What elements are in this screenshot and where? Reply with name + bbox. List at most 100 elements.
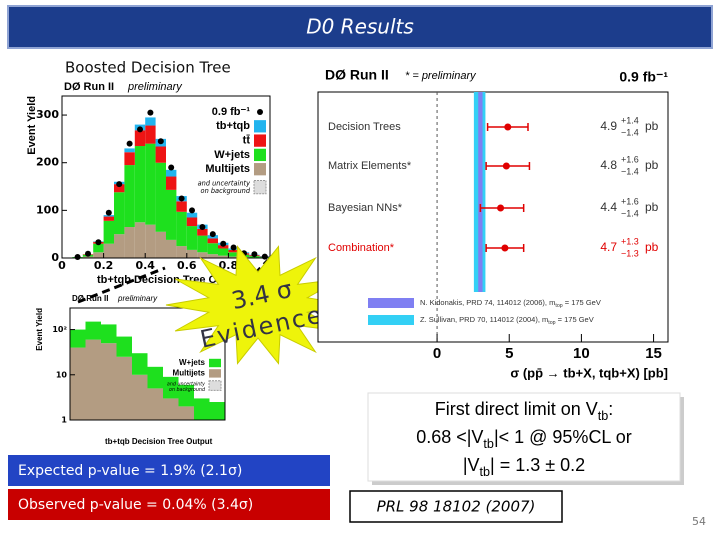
error-minus-label: −1.4 (621, 166, 639, 176)
y-tick-label: 100 (36, 203, 59, 216)
point (504, 123, 512, 131)
subtitle: Boosted Decision Tree (65, 59, 231, 77)
theory-band (478, 92, 483, 292)
hist-bar (166, 189, 177, 240)
text-segment: = 175 GeV (563, 298, 601, 307)
hist-bar (209, 402, 225, 420)
value-label: 4.4 (600, 200, 617, 214)
forest-lumi: 0.9 fb⁻¹ (619, 69, 668, 85)
data-point (178, 195, 185, 202)
vtb-line: 0.68 <|Vtb|< 1 @ 95%CL or (416, 427, 632, 452)
value-label: 4.7 (600, 240, 617, 254)
data-point (74, 254, 81, 261)
text-segment: tb (483, 437, 494, 451)
hist-bar (186, 217, 198, 227)
legend-label: W+jets (179, 358, 206, 367)
row-label: Decision Trees (328, 121, 401, 133)
hist-bar (116, 356, 132, 420)
x-tick-label: 0 (433, 345, 441, 362)
vtb-text: First direct limit on Vtb:0.68 <|Vtb|< 1… (416, 399, 632, 480)
plot-border (69, 307, 226, 421)
text-segment: = 175 GeV (556, 315, 594, 324)
data-point (85, 250, 91, 257)
hist-bar (147, 366, 163, 389)
text-segment: : (608, 399, 613, 419)
hist-bar (85, 339, 101, 420)
hist-bar (103, 215, 114, 217)
reference: PRL 98 18102 (2007) (377, 498, 536, 516)
zoom-line (77, 266, 166, 304)
unit-label: pb (645, 158, 659, 172)
x-tick-label: 5 (505, 345, 513, 362)
x-axis-label: tb+tqb Decision Tree Output (105, 437, 213, 446)
hist-bar (124, 152, 135, 166)
hist-title: DØ Run II (72, 294, 108, 303)
legend-note: and uncertainty (167, 381, 205, 387)
value-label: 4.9 (600, 119, 617, 133)
hist-bar (103, 216, 114, 221)
vtb-box (367, 392, 681, 482)
hist-bar (147, 388, 163, 420)
legend-label: tb+tqb (216, 120, 250, 132)
hist-bar (166, 239, 177, 258)
hist-subtitle: preliminary (117, 294, 158, 303)
legend-swatch (254, 163, 266, 176)
point (497, 204, 505, 212)
hist-bar (163, 376, 179, 399)
hist-bar (218, 245, 229, 249)
hist-bar (114, 192, 125, 235)
hist-bar (228, 252, 239, 257)
legend-swatch (209, 369, 221, 378)
title-bar (7, 5, 713, 49)
y-axis-label: Event Yield (26, 96, 38, 155)
text-segment: N. Kidonakis, PRD 74, 114012 (2006), m (420, 298, 555, 307)
slide-title: D0 Results (306, 15, 414, 39)
x-tick-label: 0.2 (94, 259, 114, 272)
data-point (147, 109, 154, 116)
error-plus-label: +1.4 (621, 115, 639, 125)
unit-label: pb (645, 200, 659, 214)
hist-bar (197, 252, 208, 258)
legend-label: tt̄ (243, 135, 251, 147)
error-plus-label: +1.3 (621, 236, 639, 246)
hist-bar (124, 227, 135, 258)
legend-label: W+jets (214, 149, 250, 161)
hist-bar (197, 228, 208, 236)
unit-label: pb (645, 119, 659, 133)
hist-bar (207, 243, 218, 255)
row-label: Bayesian NNs* (328, 202, 403, 214)
hist-bar (145, 143, 156, 225)
point (501, 244, 509, 252)
hist-bar (178, 384, 194, 407)
hist-bar (176, 201, 187, 212)
text-segment: tb (480, 465, 491, 479)
data-point (251, 251, 258, 258)
hist-bar (93, 252, 104, 258)
expected: Expected p-value = 1.9% (2.1σ) (18, 463, 242, 479)
y-tick-label: 200 (36, 156, 59, 169)
hist-bar (207, 238, 218, 244)
y-tick-label: 1 (61, 416, 67, 425)
legend-swatch (254, 120, 266, 133)
legend-note: and uncertainty (198, 180, 250, 188)
x-tick-label: 15 (645, 345, 662, 362)
hist-title: DØ Run II (64, 81, 114, 93)
legend-label: Z. Sullivan, PRD 70, 114012 (2004), mtop… (420, 315, 594, 326)
forest-title: DØ Run II (325, 67, 389, 83)
x-tick-label: 0.4 (135, 259, 155, 272)
hist-bar (124, 165, 135, 228)
legend-label: Multijets (173, 369, 206, 378)
hist-bar (132, 374, 148, 420)
data-point (199, 224, 206, 231)
hist-bar (145, 224, 156, 258)
data-point (189, 207, 195, 214)
hist-bar (197, 235, 208, 253)
page-number: 54 (692, 515, 706, 528)
legend-swatch (253, 180, 267, 195)
text-segment: tb (598, 409, 609, 423)
legend-note: on background (201, 187, 251, 195)
x-tick-label: 0.6 (177, 259, 197, 272)
hist-bar (218, 248, 229, 256)
